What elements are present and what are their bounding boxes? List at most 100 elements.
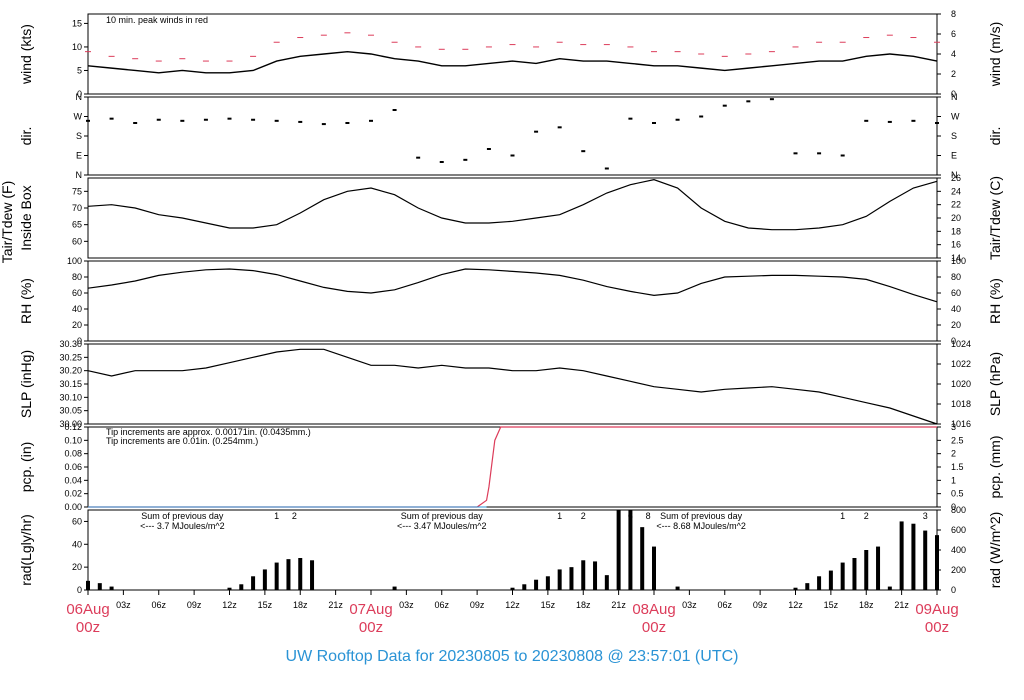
rad-left-tick-label: 60 [72, 516, 82, 526]
rad-bar [911, 523, 916, 590]
rh-right-tick-label: 20 [951, 320, 961, 330]
pcp-left-tick-label: 0.06 [64, 462, 82, 472]
rh-line [87, 268, 938, 303]
dir-point [935, 122, 939, 124]
pcp-left-tick-label: 0.02 [64, 489, 82, 499]
rad-bar [604, 575, 609, 590]
rad-marker: 8 [646, 511, 651, 521]
rad-bar [640, 527, 645, 590]
wind-frame [87, 13, 938, 95]
panel-pcp: 0.00 0.02 0.04 0.06 0.08 0.10 0.12 0 0.5 1 1.5 2 2.5… [18, 422, 1003, 512]
dir-left-tick-label: N [76, 92, 83, 102]
slp-right-tick-label: 1016 [951, 419, 971, 429]
rad-right-tick-label: 200 [951, 565, 966, 575]
rad-bar [545, 576, 550, 590]
dir-left-tick-label: S [76, 131, 82, 141]
rh-right-tick-label: 0 [951, 336, 956, 346]
dir-point [203, 118, 208, 121]
dir-point [604, 167, 609, 170]
dir-point [439, 161, 444, 163]
day-label-hour: 00z [925, 619, 949, 636]
pcp-left-tick-label: 0.04 [64, 475, 82, 485]
rad-right-tick-label: 0 [951, 585, 956, 595]
footer-title: UW Rooftop Data for 20230805 to 20230808… [285, 648, 739, 665]
slp-right-tick-label: 1018 [951, 399, 971, 409]
wind-left-tick-label: 5 [77, 65, 82, 75]
dir-ylabel-right: dir. [987, 127, 1003, 146]
rad-left-tick-label: 0 [77, 585, 82, 595]
rad-right-tick-label: 400 [951, 545, 966, 555]
dir-point [369, 119, 373, 122]
rad-bar [805, 583, 810, 590]
rad-marker: 1 [274, 511, 279, 521]
temp-line [87, 179, 938, 231]
x-tick-label: 12z [505, 600, 520, 610]
dir-point [581, 150, 586, 153]
wind-sustained-line [87, 50, 938, 74]
slp-right-tick-label: 1020 [951, 379, 971, 389]
dir-point [392, 109, 397, 111]
rad-sum-label: Sum of previous day [141, 511, 224, 521]
rad-bar [887, 586, 892, 590]
rad-bar [251, 576, 256, 590]
rad-bar [828, 570, 833, 590]
rh-left-tick-label: 20 [72, 320, 82, 330]
rad-bar [392, 586, 397, 590]
x-tick-label: 15z [258, 600, 273, 610]
rad-ylabel-left: rad(Lgly/hr) [18, 514, 34, 586]
slp-left-tick-label: 30.15 [59, 379, 82, 389]
dir-point [274, 119, 279, 122]
rad-marker: 2 [864, 511, 869, 521]
rad-bar [274, 562, 279, 590]
rh-left-tick-label: 0 [77, 336, 82, 346]
pcp-right-tick-label: 3 [951, 422, 956, 432]
wind-right-tick-label: 6 [951, 29, 956, 39]
rad-bar [852, 558, 857, 590]
slp-right-tick-label: 1022 [951, 359, 971, 369]
pcp-right-tick-label: 1.5 [951, 462, 964, 472]
dir-point [416, 156, 421, 159]
rad-bar [817, 576, 822, 590]
rad-marker: 2 [292, 511, 297, 521]
rad-left-tick-label: 40 [72, 539, 82, 549]
rad-ylabel-right: rad (W/m^2) [987, 512, 1003, 589]
x-tick-label: 12z [788, 600, 803, 610]
rad-sum-value: <--- 3.47 MJoules/m^2 [397, 521, 487, 531]
slp-left-tick-label: 30.10 [59, 392, 82, 402]
dir-point [746, 100, 751, 103]
rad-sum-label: Sum of previous day [401, 511, 484, 521]
time-axis: 03z 06z 09z 12z 15z 18z 21z 03z 06z 09z 12z 15z 18z 2… [87, 590, 938, 610]
pcp-right-tick-label: 2 [951, 449, 956, 459]
x-tick-label: 06z [434, 600, 449, 610]
dir-left-tick-label: E [76, 151, 82, 161]
rad-bar [510, 587, 515, 590]
wind-right-tick-label: 2 [951, 69, 956, 79]
temp-ylabel-left: Tair/Tdew (F) [0, 181, 15, 263]
slp-left-tick-label: 30.20 [59, 366, 82, 376]
rh-left-tick-label: 80 [72, 272, 82, 282]
rad-bar [239, 584, 244, 590]
rad-sum-label: Sum of previous day [660, 511, 743, 521]
wind-ylabel-right: wind (m/s) [987, 22, 1003, 88]
dir-point [911, 119, 916, 122]
slp-line [87, 348, 938, 425]
dir-point [675, 118, 680, 121]
slp-left-tick-label: 30.25 [59, 352, 82, 362]
day-label-hour: 00z [76, 619, 100, 636]
dir-point [887, 120, 892, 123]
rad-bar [109, 586, 114, 590]
dir-point [793, 152, 798, 155]
rh-left-tick-label: 40 [72, 304, 82, 314]
slp-frame [87, 343, 938, 425]
dir-point [321, 123, 326, 126]
dir-point [298, 120, 303, 123]
slp-ylabel-right: SLP (hPa) [987, 352, 1003, 416]
dir-point [156, 118, 161, 121]
dir-point [463, 158, 468, 161]
day-label-date: 09Aug [915, 601, 958, 618]
dir-right-tick-label: W [951, 112, 960, 122]
